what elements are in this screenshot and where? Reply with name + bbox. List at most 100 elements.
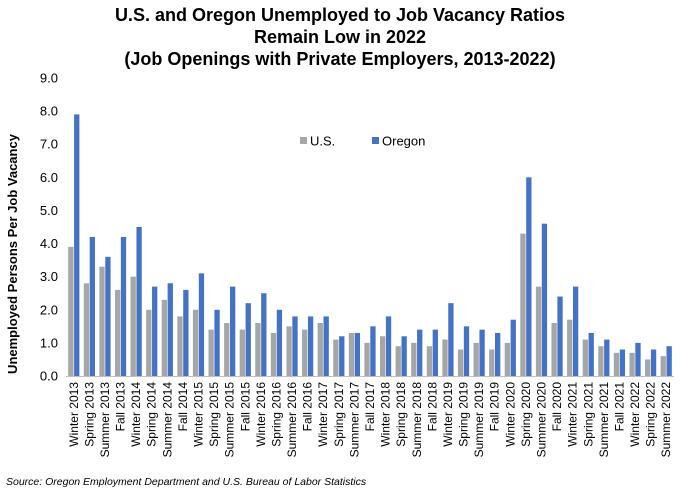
- chart-title-line-2: Remain Low in 2022: [253, 27, 427, 47]
- bar-us: [83, 283, 90, 376]
- bar-oregon: [385, 316, 392, 376]
- chart-title: U.S. and Oregon Unemployed to Job Vacanc…: [0, 4, 680, 70]
- legend-swatch: [300, 137, 307, 144]
- bar-oregon: [479, 329, 485, 376]
- bar-us: [645, 359, 651, 376]
- bar-oregon: [448, 303, 454, 376]
- bar-us: [582, 339, 588, 376]
- bar-oregon: [214, 309, 220, 376]
- x-tick-label: Winter 2018: [379, 382, 393, 447]
- x-tick-label: Summer 2014: [160, 382, 174, 458]
- x-tick-label: Fall 2014: [176, 382, 190, 432]
- bar-oregon: [557, 296, 563, 376]
- bar-oregon: [167, 283, 173, 376]
- x-tick-label: Summer 2018: [410, 382, 424, 458]
- bar-oregon: [635, 342, 641, 376]
- x-tick-label: Fall 2018: [425, 382, 439, 432]
- bar-us: [442, 339, 448, 376]
- x-tick-label: Winter 2021: [566, 382, 580, 447]
- bar-oregon: [261, 293, 267, 376]
- bar-us: [426, 346, 433, 376]
- x-tick-label: Spring 2021: [581, 382, 595, 447]
- x-tick-label: Fall 2016: [301, 382, 315, 432]
- bar-us: [255, 323, 261, 376]
- x-tick-label: Fall 2017: [363, 382, 377, 432]
- y-tick-label: 1.0: [40, 335, 58, 350]
- x-tick-label: Summer 2015: [223, 382, 237, 458]
- x-tick-label: Winter 2014: [129, 382, 143, 447]
- bar-oregon: [588, 332, 594, 376]
- x-tick-label: Winter 2013: [67, 382, 81, 447]
- bar-us: [551, 323, 557, 376]
- x-tick-label: Summer 2021: [597, 382, 611, 458]
- bar-us: [660, 356, 666, 376]
- bar-us: [317, 323, 323, 376]
- bars: [68, 114, 672, 377]
- x-tick-label: Fall 2019: [488, 382, 502, 432]
- bar-oregon: [307, 316, 314, 376]
- x-tick-label: Spring 2016: [269, 382, 283, 447]
- bar-us: [161, 299, 168, 376]
- bar-oregon: [370, 326, 376, 376]
- y-tick-label: 6.0: [40, 170, 58, 185]
- y-axis: 0.0 1.0 2.0 3.0 4.0 5.0 6.0 7.0 8.0 9.0: [40, 71, 58, 384]
- bar-oregon: [152, 286, 158, 376]
- bar-us: [114, 289, 121, 376]
- bar-oregon: [105, 256, 111, 376]
- x-tick-label: Spring 2017: [332, 382, 346, 447]
- bar-us: [411, 342, 417, 376]
- x-tick-label: Spring 2014: [145, 382, 159, 447]
- x-tick-label: Summer 2013: [98, 382, 112, 458]
- bar-oregon: [74, 114, 80, 377]
- bar-us: [286, 326, 292, 376]
- y-tick-label: 3.0: [40, 269, 58, 284]
- bar-us: [177, 316, 183, 376]
- x-axis: Winter 2013 Spring 2013 Summer 2013 Fall 20…: [66, 376, 674, 458]
- bar-us: [613, 352, 620, 376]
- bar-oregon: [572, 286, 579, 376]
- x-tick-label: Winter 2015: [192, 382, 206, 447]
- bar-oregon: [245, 303, 251, 376]
- y-tick-label: 7.0: [40, 137, 58, 152]
- bar-oregon: [463, 326, 470, 376]
- legend-label: Oregon: [382, 134, 425, 149]
- bar-oregon: [339, 336, 345, 376]
- source-note: Source: Oregon Employment Department and…: [6, 476, 367, 488]
- x-tick-label: Spring 2013: [82, 382, 96, 447]
- bar-us: [68, 246, 74, 376]
- x-tick-label: Winter 2017: [316, 382, 330, 447]
- bar-us: [224, 323, 230, 376]
- legend-swatch: [372, 137, 379, 144]
- bar-oregon: [510, 319, 516, 376]
- x-tick-label: Summer 2019: [472, 382, 486, 458]
- bar-oregon: [541, 223, 548, 376]
- bar-us: [520, 233, 526, 376]
- x-tick-label: Fall 2021: [612, 382, 626, 432]
- bar-oregon: [183, 289, 189, 376]
- x-tick-label: Spring 2020: [519, 382, 533, 447]
- bar-oregon: [650, 349, 657, 376]
- bar-oregon: [120, 236, 127, 376]
- bar-oregon: [276, 309, 283, 376]
- bar-us: [348, 332, 355, 376]
- x-tick-label: Summer 2022: [659, 382, 673, 458]
- x-tick-label: Summer 2016: [285, 382, 299, 458]
- bar-oregon: [666, 346, 672, 376]
- bar-us: [489, 349, 495, 376]
- x-tick-label: Winter 2022: [628, 382, 642, 447]
- y-tick-label: 9.0: [40, 71, 58, 86]
- x-tick-label: Fall 2015: [238, 382, 252, 432]
- x-tick-label: Spring 2019: [457, 382, 471, 447]
- bar-us: [535, 286, 542, 376]
- bar-us: [302, 329, 308, 376]
- bar-oregon: [292, 316, 298, 376]
- bar-oregon: [89, 236, 95, 376]
- bar-us: [130, 276, 136, 376]
- bar-us: [99, 266, 105, 376]
- bar-us: [379, 336, 386, 376]
- bar-oregon: [401, 336, 407, 376]
- y-tick-label: 4.0: [40, 236, 58, 251]
- x-tick-label: Fall 2020: [550, 382, 564, 432]
- bar-oregon: [198, 273, 205, 376]
